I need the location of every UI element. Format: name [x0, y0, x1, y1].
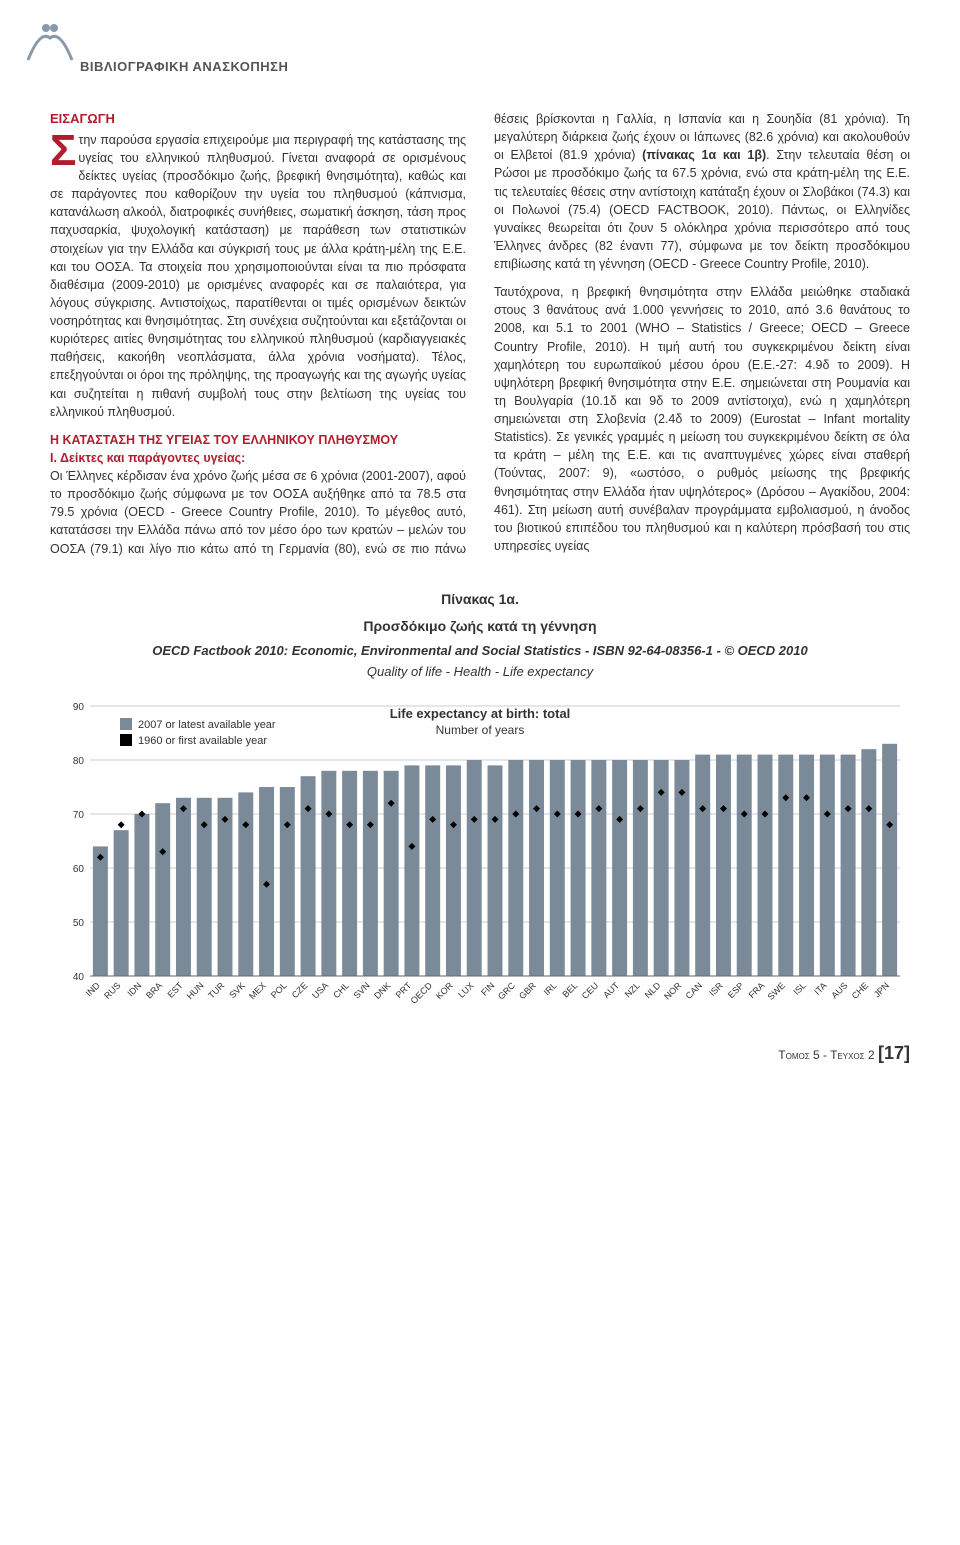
svg-text:60: 60	[73, 864, 85, 875]
section-label: ΒΙΒΛΙΟΓΡΑΦΙΚΗ ΑΝΑΣΚΟΠΗΣΗ	[80, 58, 288, 77]
footer-volume: Τομος 5 - Τευχος 2	[778, 1048, 874, 1062]
table-subtitle: Προσδόκιμο ζωής κατά τη γέννηση	[50, 616, 910, 636]
chart-wrap: 405060708090INDRUSIDNBRAESTHUNTURSVKMEXP…	[50, 696, 910, 1026]
table-citation: OECD Factbook 2010: Economic, Environmen…	[50, 642, 910, 661]
page-footer: Τομος 5 - Τευχος 2 [17]	[50, 1040, 910, 1066]
header-banner: ΒΙΒΛΙΟΓΡΑΦΙΚΗ ΑΝΑΣΚΟΠΗΣΗ	[50, 30, 910, 80]
body-columns: ΕΙΣΑΓΩΓΗ Στην παρούσα εργασία επιχειρούμ…	[50, 110, 910, 561]
logo-icon	[20, 20, 80, 75]
svg-text:70: 70	[73, 810, 85, 821]
chart-svg: 405060708090INDRUSIDNBRAESTHUNTURSVKMEXP…	[50, 696, 910, 1026]
svg-text:Number of years: Number of years	[436, 723, 525, 737]
section-heading: Η ΚΑΤΑΣΤΑΣΗ ΤΗΣ ΥΓΕΙΑΣ ΤΟΥ ΕΛΛΗΝΙΚΟΥ ΠΛΗ…	[50, 431, 466, 449]
footer-page: [17]	[878, 1043, 910, 1063]
svg-text:90: 90	[73, 702, 85, 713]
svg-text:2007 or latest available year: 2007 or latest available year	[138, 719, 276, 731]
para-2-cont: . Στην τελευταία θέση οι Ρώσοι με προσδό…	[494, 148, 910, 271]
svg-text:40: 40	[73, 972, 85, 983]
table-title: Πίνακας 1α.	[50, 589, 910, 609]
dropcap-sigma: Σ	[50, 131, 76, 171]
svg-text:50: 50	[73, 918, 85, 929]
para-1: Στην παρούσα εργασία επιχειρούμε μια περ…	[50, 131, 466, 421]
para-3: Ταυτόχρονα, η βρεφική θνησιμότητα στην Ε…	[494, 283, 910, 555]
bold-inline-1: (πίνακας 1α και 1β)	[642, 148, 766, 162]
intro-heading: ΕΙΣΑΓΩΓΗ	[50, 110, 466, 129]
svg-text:80: 80	[73, 756, 85, 767]
table-block: Πίνακας 1α. Προσδόκιμο ζωής κατά τη γένν…	[50, 589, 910, 1025]
table-note: Quality of life - Health - Life expectan…	[50, 663, 910, 682]
svg-text:Life expectancy at birth: tota: Life expectancy at birth: total	[390, 706, 571, 721]
intro-block: ΕΙΣΑΓΩΓΗ Στην παρούσα εργασία επιχειρούμ…	[50, 110, 466, 421]
svg-text:1960 or first available year: 1960 or first available year	[138, 735, 267, 747]
section-subheading: Ι. Δείκτες και παράγοντες υγείας:	[50, 449, 466, 467]
para-1-text: την παρούσα εργασία επιχειρούμε μια περι…	[50, 133, 466, 419]
